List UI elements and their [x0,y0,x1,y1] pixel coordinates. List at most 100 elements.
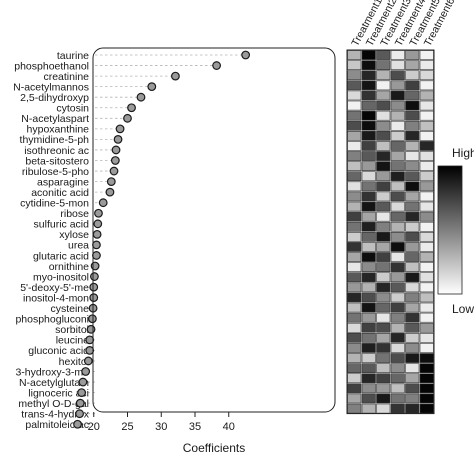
heatmap-cell [361,332,376,343]
heatmap-cell [361,161,376,172]
heatmap-cell [361,232,376,242]
data-point [89,282,99,292]
heatmap-cell [376,332,391,343]
heatmap-cell [361,383,376,394]
heatmap-cell [347,90,362,101]
heatmap-cell [361,393,376,404]
heatmap-cell [347,403,362,414]
heatmap-cell [376,50,391,60]
heatmap-cell [390,383,405,394]
data-point [75,398,85,408]
heatmap-cell [347,211,362,222]
heatmap-cell [405,282,420,293]
category-label: aconitic acid [31,187,89,199]
heatmap-cell [405,232,420,242]
heatmap-cell [419,151,434,161]
heatmap-cell [390,353,405,363]
data-point [127,103,136,113]
heatmap-frame [346,49,435,415]
heatmap-cell [361,50,376,60]
heatmap-cell [405,272,420,283]
heatmap-cell [419,272,434,283]
heatmap-cell [419,232,434,242]
heatmap-cell [376,383,391,394]
category-label: ribulose-5-pho [22,166,89,178]
heatmap-cell [390,332,405,343]
heatmap-cell [361,151,376,161]
heatmap-cell [405,322,420,333]
heatmap-cell [361,373,376,384]
heatmap-cell [347,151,362,161]
heatmap-cell [376,282,391,293]
heatmap-cell [376,60,391,70]
heatmap-cell [405,50,420,60]
category-label: trans-4-hydrox [21,409,89,421]
heatmap-cell [347,383,362,394]
heatmap-cell [390,221,405,232]
heatmap-cell [361,171,376,182]
heatmap-cell [361,322,376,333]
heatmap-cell [405,383,420,394]
heatmap-cell [419,292,434,303]
category-label: hexitol [59,356,89,368]
data-point [212,61,222,70]
heatmap-cell [347,191,362,202]
category-label: creatinine [43,71,89,83]
data-point [75,409,84,419]
heatmap-cell [376,403,391,414]
heatmap-cell [361,60,376,70]
heatmap-cell [376,201,391,212]
x-tick-label: 30 [155,421,167,433]
heatmap-cell [419,363,434,374]
heatmap-cell [376,272,391,283]
heatmap-cell [390,292,405,303]
heatmap-cell [361,242,376,252]
heatmap-cell [390,373,405,384]
data-point [98,198,108,208]
heatmap-cell [361,100,376,111]
data-point [85,335,95,345]
heatmap-cell [405,353,420,363]
color-legend: High Low [437,146,474,316]
heatmap-cell [361,80,376,91]
heatmap-cell [376,252,391,262]
heatmap-cell [405,201,420,212]
heatmap-cell [361,131,376,141]
heatmap-cell [347,80,362,91]
heatmap-cell [347,242,362,252]
heatmap-cell [419,403,434,414]
heatmap-cell [347,232,362,242]
heatmap-cell [390,403,405,414]
heatmap-cell [419,60,434,70]
heatmap-column-labels: Treatment1Treatment2Treatment3Treatment4… [349,0,457,48]
heatmap-cell [419,383,434,394]
x-axis: 20 25 30 35 40 [88,412,235,433]
heatmap-cell [390,312,405,323]
data-point [94,208,103,218]
heatmap-cell [405,181,420,192]
heatmap-cell [347,322,362,333]
heatmap-cell [390,363,405,374]
heatmap-cell [405,292,420,303]
heatmap-cell [376,393,391,404]
heatmap-cell [390,343,405,353]
heatmap-cell [361,191,376,202]
heatmap-cell [405,120,420,131]
heatmap-cell [361,262,376,273]
category-label: inositol-4-mon [23,292,89,304]
heatmap-cell [347,353,362,363]
category-label: thymidine-5-ph [20,134,90,146]
data-point [78,377,88,387]
heatmap-cell [390,242,405,252]
legend-low-label: Low [452,302,474,316]
heatmap-cell [376,70,391,81]
heatmap-cell [390,151,405,161]
heatmap-cell [419,131,434,141]
data-point [110,156,120,165]
heatmap-cell [347,110,362,121]
heatmap-cell [376,292,391,303]
heatmap-cell [376,161,391,172]
data-point [77,388,86,398]
category-label: palmitoleic ac [25,419,89,431]
